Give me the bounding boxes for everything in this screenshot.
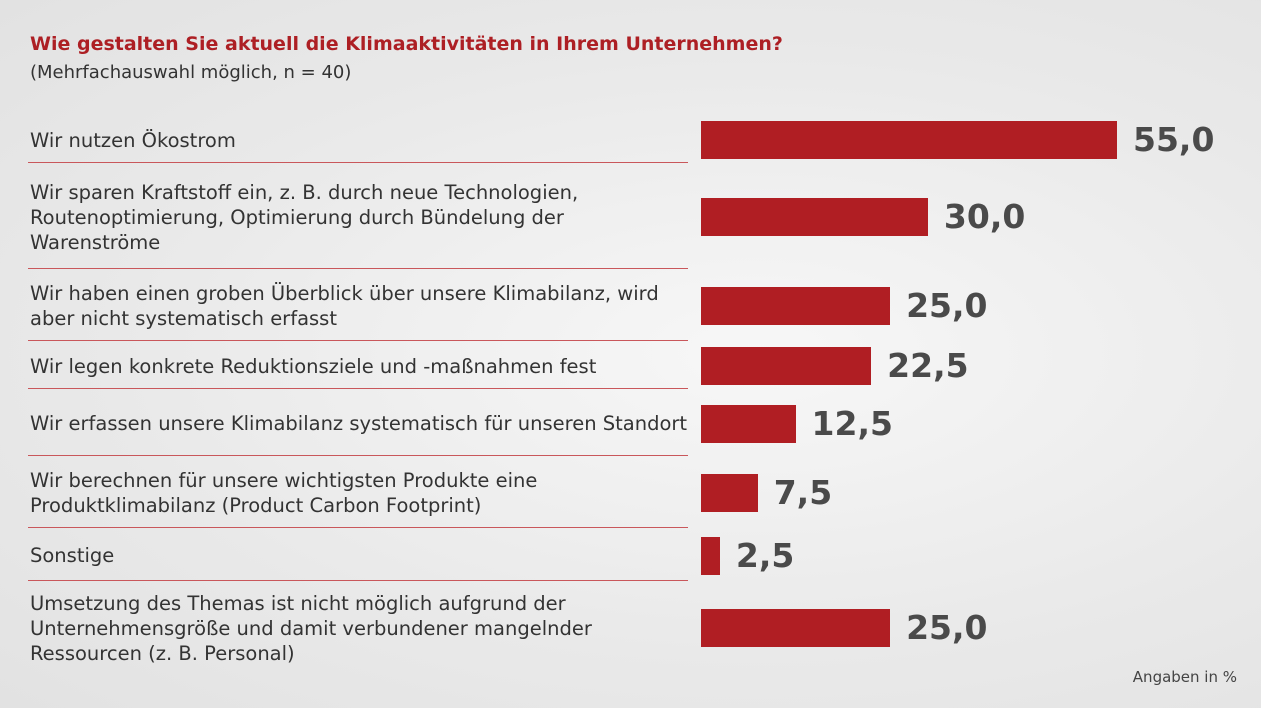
- separator: [28, 455, 688, 456]
- separator: [28, 388, 688, 389]
- separator: [28, 162, 688, 163]
- category-label: Wir nutzen Ökostrom: [30, 128, 236, 152]
- category-label: Wir berechnen für unsere wichtigsten Pro…: [30, 469, 538, 517]
- value-label: 55,0: [1133, 120, 1215, 159]
- chart-title: Wie gestalten Sie aktuell die Klimaaktiv…: [30, 33, 783, 55]
- bar: [701, 347, 872, 385]
- separator: [28, 268, 688, 269]
- value-label: 25,0: [906, 286, 988, 325]
- bar: [701, 404, 796, 443]
- value-label: 30,0: [943, 197, 1026, 236]
- bar: [701, 198, 928, 236]
- unit-note: Angaben in %: [1132, 668, 1237, 686]
- chart-subtitle: (Mehrfachauswahl möglich, n = 40): [30, 62, 352, 83]
- separator: [28, 580, 688, 581]
- category-label: Wir legen konkrete Reduktionsziele und -…: [30, 354, 597, 378]
- category-label: Sonstige: [30, 544, 115, 567]
- separator: [28, 340, 688, 341]
- category-label: Wir haben einen groben Überblick über un…: [30, 282, 659, 330]
- bar: [701, 609, 891, 647]
- bar: [701, 474, 758, 512]
- value-label: 12,5: [811, 403, 893, 443]
- value-label: 2,5: [735, 535, 795, 575]
- category-label: Wir sparen Kraftstoff ein, z. B. durch n…: [30, 180, 579, 254]
- bar: [701, 536, 720, 575]
- value-label: 7,5: [773, 473, 833, 512]
- separator: [28, 527, 688, 528]
- value-label: 22,5: [887, 346, 969, 385]
- category-label: Umsetzung des Themas ist nicht möglich a…: [30, 591, 592, 665]
- category-label: Wir erfassen unsere Klimabilanz systemat…: [30, 412, 688, 435]
- value-label: 25,0: [906, 608, 988, 647]
- bar: [701, 287, 891, 325]
- bar: [701, 121, 1117, 159]
